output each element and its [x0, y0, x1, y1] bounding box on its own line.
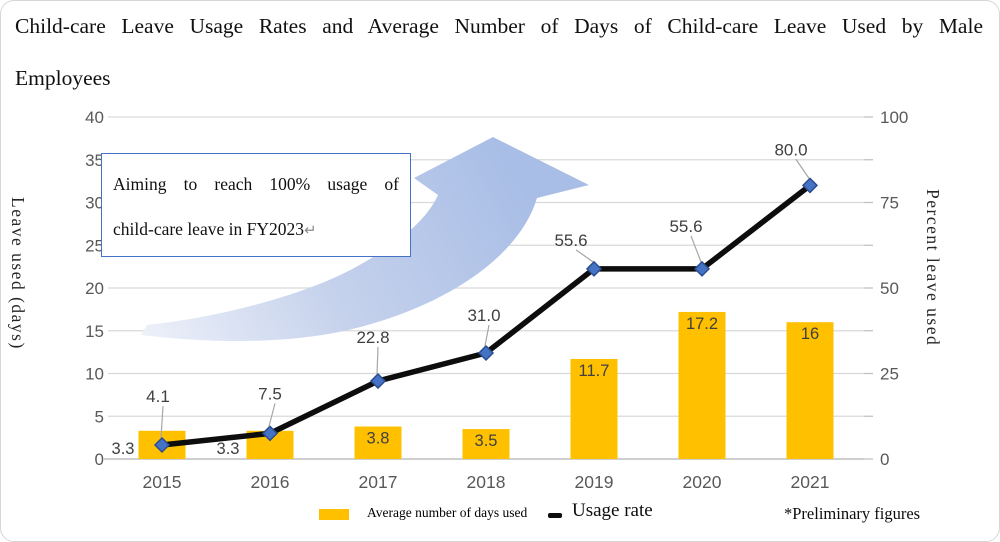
line-data-label: 55.6: [669, 217, 702, 236]
right-axis-title: Percent leave used: [923, 189, 943, 347]
bar-data-label: 11.7: [579, 362, 610, 380]
legend-bars-label: Average number of days used: [367, 505, 528, 520]
left-axis-tick-label: 0: [95, 450, 104, 469]
left-axis-tick-label: 5: [95, 407, 104, 426]
legend-line-swatch: [548, 513, 562, 518]
annotation-line1: Aiming to reach 100% usage of: [113, 174, 399, 194]
bar: [786, 322, 834, 459]
bar: [354, 426, 402, 459]
x-axis-label: 2020: [683, 472, 722, 492]
bar-data-label: 16: [801, 325, 819, 343]
annotation-textbox[interactable]: Aiming to reach 100% usage of child-care…: [101, 153, 411, 257]
series-layer: 3.3 3.3 3.8 3.5 11.7 17.2 16 4.1 7.5 22.8 31.0 55.6…: [112, 140, 834, 459]
line-marker: [369, 372, 387, 390]
label-leader-line: [575, 249, 594, 263]
line-data-label: 55.6: [554, 231, 587, 250]
left-axis-tick-label: 25: [85, 236, 104, 255]
line-marker: [261, 425, 279, 442]
bar-data-label: 3.3: [217, 440, 240, 458]
annotation-line2: child-care leave in FY2023↵: [113, 207, 399, 254]
line-data-label: 80.0: [774, 140, 807, 159]
line-data-label: 7.5: [258, 384, 282, 403]
right-axis-tick-label: 25: [880, 365, 899, 384]
label-leader-line: [484, 324, 490, 347]
label-leader-line: [376, 347, 379, 375]
arrow-path: [141, 137, 589, 342]
bar: [462, 429, 510, 459]
right-axis-tick-label: 0: [880, 450, 889, 469]
chart-title-line2: Employees: [15, 66, 111, 90]
left-axis-tick-label: 35: [85, 151, 104, 170]
x-axis-label: 2016: [251, 472, 290, 492]
left-axis-tick-label: 15: [85, 322, 104, 341]
line-marker: [801, 177, 819, 194]
line-marker: [693, 260, 711, 277]
return-mark: ↵: [303, 223, 317, 239]
bar: [678, 311, 726, 459]
right-axis-tick-label: 75: [880, 194, 899, 213]
bar-data-label: 17.2: [686, 315, 718, 333]
legend-bar-swatch: [319, 509, 349, 520]
growth-arrow-shape: [141, 137, 589, 342]
x-axis-label: 2019: [575, 472, 614, 492]
line-data-label: 4.1: [146, 387, 170, 406]
right-axis-tick-label: 50: [880, 279, 899, 298]
x-axis-label: 2017: [359, 472, 398, 492]
line-marker: [477, 344, 495, 362]
label-leader-line: [690, 235, 702, 263]
label-leader-line: [268, 403, 276, 427]
chart-title-line1: Child-care Leave Usage Rates and Average…: [15, 14, 983, 38]
x-axis-label: 2015: [143, 472, 182, 492]
label-leader-line: [160, 405, 164, 439]
annotation-line2-text: child-care leave in FY2023: [113, 219, 304, 239]
x-axis-label: 2018: [467, 472, 506, 492]
left-axis-tick-label: 10: [85, 365, 104, 384]
line-marker: [153, 436, 171, 454]
legend-line-label: Usage rate: [572, 500, 653, 521]
bar-data-label: 3.3: [112, 440, 135, 458]
line-data-label: 22.8: [356, 328, 389, 347]
left-axis-title: Leave used (days): [8, 197, 28, 350]
line-data-label: 31.0: [467, 306, 500, 325]
left-axis-tick-label: 30: [85, 194, 104, 213]
bar-data-label: 3.5: [475, 432, 498, 450]
right-axis-tick-label: 100: [880, 108, 908, 127]
x-axis-label: 2021: [791, 472, 830, 492]
left-axis-tick-label: 40: [85, 108, 104, 127]
left-axis-tick-label: 20: [85, 279, 104, 298]
label-leader-line: [795, 159, 810, 179]
chart-title: Child-care Leave Usage Rates and Average…: [15, 11, 983, 93]
bar: [570, 358, 618, 459]
bar-data-label: 3.8: [367, 430, 390, 448]
preliminary-note: *Preliminary figures: [784, 504, 921, 523]
line-marker: [585, 260, 603, 277]
